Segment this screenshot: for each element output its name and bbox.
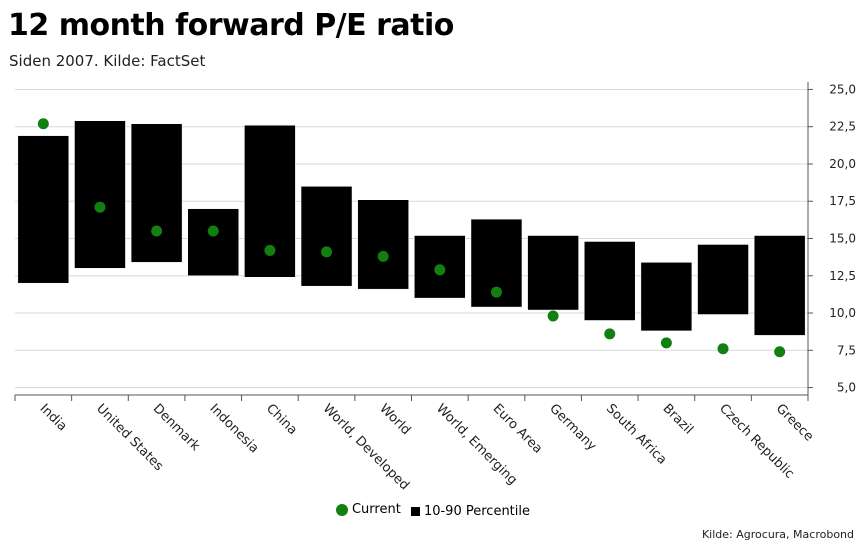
legend-current-marker-icon [335,503,348,516]
range-bar [753,235,806,336]
legend-percentile-label: 10-90 Percentile [423,503,530,519]
range-bar [584,241,636,321]
legend-item-percentile: 10-90 Percentile [410,503,530,519]
current-markers [37,118,786,358]
y-tick-label: 17,5 [829,194,856,208]
x-tick-label: China [263,401,300,438]
y-tick-label: 7,5 [837,343,856,357]
range-bar [130,123,183,263]
y-tick-label: 25,0 [829,82,856,96]
range-bar [640,262,693,332]
range-bar [527,235,579,311]
range-bar [187,208,239,277]
legend: Current 10-90 Percentile [0,502,866,520]
current-marker [660,337,672,349]
current-marker [207,225,219,237]
range-bar [17,135,70,284]
y-tick-label: 22,5 [829,120,856,134]
current-marker [94,201,106,213]
x-tick-label: Brazil [660,401,696,437]
source-note: Kilde: Agrocura, Macrobond [701,528,854,541]
legend-item-current: Current [335,502,401,517]
range-bar [357,199,409,290]
y-tick-label: 15,0 [829,232,856,246]
x-tick-label: World [376,401,413,438]
range-bar [300,186,353,287]
range-bar [74,120,126,269]
current-marker [774,346,786,358]
y-tick-label: 20,0 [829,157,856,171]
current-marker [490,286,502,298]
current-marker [321,246,333,258]
current-marker [264,244,276,256]
x-tick-label: Greece [773,401,816,444]
legend-percentile-square-icon [410,506,420,516]
current-marker [547,310,559,322]
x-tick-label: Germany [546,401,599,454]
x-tick-label: Denmark [150,401,203,454]
chart-title: 12 month forward P/E ratio [8,8,454,43]
y-tick-label: 5,0 [837,381,856,395]
x-tick-label: Euro Area [490,401,546,457]
current-marker [37,118,49,130]
legend-current-label: Current [351,502,401,517]
x-tick-label: Indonesia [206,401,261,456]
range-bar [697,244,749,315]
y-tick-label: 10,0 [829,306,856,320]
current-marker [604,328,616,340]
current-marker [717,343,729,355]
range-bars [17,120,806,336]
chart-subtitle: Siden 2007. Kilde: FactSet [9,52,206,70]
current-marker [434,264,446,276]
current-marker [151,225,163,237]
x-tick-label: India [36,401,69,434]
y-tick-label: 12,5 [829,269,856,283]
current-marker [377,250,389,262]
